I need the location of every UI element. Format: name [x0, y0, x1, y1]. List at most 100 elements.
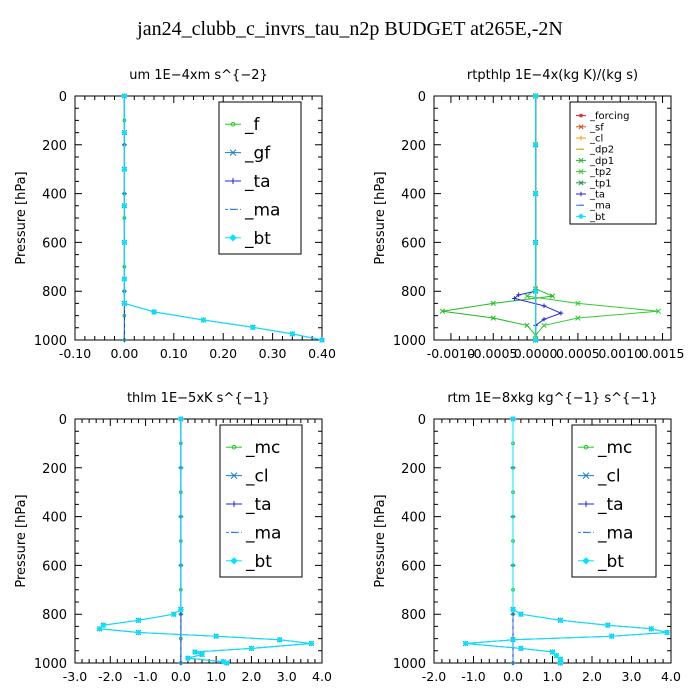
data-point	[135, 617, 142, 624]
x-tick-label: 0.0	[171, 669, 191, 684]
data-point	[553, 652, 560, 659]
x-tick-label: 0.00	[110, 346, 138, 361]
data-point	[177, 415, 184, 423]
data-point	[121, 300, 128, 307]
data-point	[308, 640, 315, 647]
legend-label: _bt	[597, 552, 624, 572]
x-tick-label: -3.0	[63, 669, 87, 684]
x-tick-label: 0.0000	[514, 346, 558, 361]
data-point	[121, 92, 128, 100]
legend-marker	[230, 557, 238, 565]
y-axis-label: Pressure [hPa]	[14, 171, 29, 264]
x-tick-label: 0.0	[503, 669, 523, 684]
legend-label: _mc	[245, 438, 280, 458]
data-point	[213, 633, 220, 640]
data-point	[223, 659, 230, 667]
chart-panel-4: rtm 1E−8xkg kg^{−1} s^{−1} Pressure [hPa]…	[373, 391, 681, 684]
data-point	[200, 316, 207, 323]
y-tick-label: 600	[401, 559, 426, 574]
data-point	[532, 239, 539, 246]
legend-marker	[578, 180, 584, 186]
legend-label: _sf	[589, 122, 604, 133]
legend-marker	[231, 444, 237, 450]
x-tick-label: -1.0	[133, 669, 157, 684]
data-point	[549, 293, 556, 299]
x-tick-label: 3.0	[277, 669, 297, 684]
y-tick-label: 800	[42, 285, 67, 300]
data-point	[604, 622, 611, 629]
data-point	[557, 617, 564, 624]
legend-label: _ta	[597, 495, 624, 515]
x-tick-label: 0.0005	[556, 346, 600, 361]
legend-label: _ta	[244, 172, 271, 192]
legend-label: _tp1	[589, 178, 612, 189]
data-point	[558, 310, 564, 316]
y-tick-label: 400	[42, 511, 67, 526]
y-tick-label: 200	[42, 139, 67, 154]
legend-marker	[578, 124, 584, 130]
x-tick-label: 2.0	[241, 669, 261, 684]
y-tick-label: 600	[401, 236, 426, 251]
x-tick-label: 0.0010	[598, 346, 642, 361]
legend: _f _gf _ta _ma _bt	[218, 101, 302, 255]
y-tick-label: 1000	[34, 334, 67, 349]
x-tick-label: 2.0	[582, 669, 602, 684]
data-point	[532, 141, 539, 148]
legend-marker	[578, 157, 584, 163]
chart-panel-1: um 1E−4xm s^{−2} Pressure [hPa] 0 200 400 600…	[14, 68, 336, 361]
y-tick-label: 1000	[393, 657, 426, 672]
legend-label: _ta	[589, 190, 605, 201]
data-point	[655, 308, 661, 314]
series-line-bt	[98, 419, 312, 664]
x-tick-label: 0.10	[160, 346, 188, 361]
y-tick-label: 400	[401, 511, 426, 526]
legend-label: _mc	[597, 438, 632, 458]
legend-marker	[583, 501, 589, 507]
y-tick-label: 0	[59, 413, 67, 428]
legend: _mc _cl _ta _ma _bt	[219, 424, 303, 578]
series-line-ta	[513, 96, 563, 340]
x-tick-label: 4.0	[312, 669, 332, 684]
chart-title: um 1E−4xm s^{−2}	[129, 68, 268, 83]
page-title: jan24_clubb_c_invrs_tau_n2p BUDGET at265…	[137, 18, 563, 40]
data-point	[532, 336, 539, 344]
x-tick-label: 4.0	[661, 669, 681, 684]
legend-label: _ma	[244, 200, 280, 220]
legend-label: _ma	[245, 523, 281, 543]
x-tick-label: 3.0	[622, 669, 642, 684]
y-tick-label: 0	[59, 90, 67, 105]
legend-marker	[230, 121, 236, 127]
legend: _mc _cl _ta _ma _bt	[571, 424, 657, 578]
legend-marker	[578, 169, 584, 175]
legend-label: _f	[244, 115, 261, 135]
legend-label: _ma	[589, 201, 611, 212]
chart-title: thlm 1E−5xK s^{−1}	[127, 391, 270, 406]
y-tick-label: 400	[42, 188, 67, 203]
x-tick-label: -0.10	[59, 346, 91, 361]
data-point	[151, 308, 158, 315]
legend-marker	[229, 149, 237, 156]
x-tick-label: 1.0	[543, 669, 563, 684]
x-tick-label: -1.0	[461, 669, 485, 684]
data-point	[121, 239, 128, 246]
data-point	[318, 336, 326, 344]
data-point	[490, 300, 496, 307]
legend-label: _ma	[597, 523, 633, 543]
data-point	[512, 296, 517, 301]
y-tick-label: 0	[418, 90, 426, 105]
legend-label: _dp2	[589, 145, 614, 156]
data-point	[121, 202, 128, 209]
data-point	[575, 315, 581, 321]
data-point	[524, 293, 530, 299]
legend-label: _forcing	[589, 111, 630, 122]
data-point	[199, 651, 206, 658]
data-point	[541, 322, 547, 329]
data-point	[439, 308, 446, 314]
y-tick-label: 800	[401, 608, 426, 623]
y-tick-label: 1000	[393, 334, 426, 349]
y-tick-label: 200	[401, 139, 426, 154]
legend-marker	[230, 178, 236, 184]
data-point	[100, 622, 107, 629]
data-point	[170, 611, 177, 618]
data-point	[289, 330, 296, 337]
